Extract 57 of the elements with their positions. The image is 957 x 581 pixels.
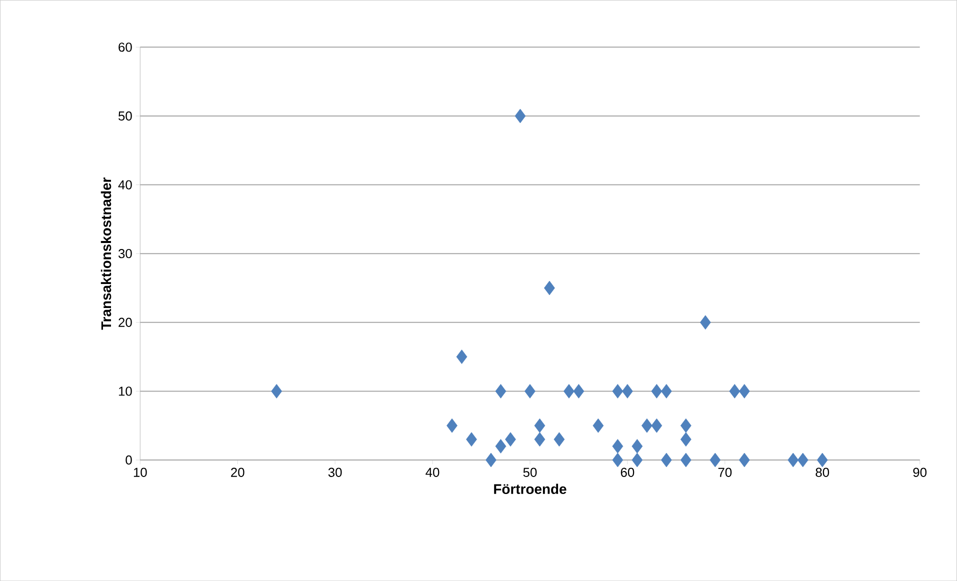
point <box>612 438 624 454</box>
point <box>446 418 458 433</box>
x-tick-label: 70 <box>718 468 732 477</box>
point <box>592 418 604 433</box>
point <box>271 384 282 398</box>
point <box>700 315 711 330</box>
x-tick-label: 50 <box>523 468 537 477</box>
point <box>788 452 799 468</box>
point <box>612 452 624 468</box>
point <box>622 384 633 398</box>
point <box>524 384 536 398</box>
point <box>710 452 721 468</box>
y-tick-label: 20 <box>118 318 132 327</box>
x-tick-label: 10 <box>134 468 147 477</box>
point <box>486 452 496 468</box>
point <box>632 438 643 454</box>
point <box>651 418 662 433</box>
point <box>651 384 662 398</box>
y-tick-label: 0 <box>126 455 132 465</box>
x-tick-label: 20 <box>231 468 244 477</box>
point <box>554 432 565 446</box>
x-tick-label: 30 <box>328 468 342 477</box>
x-tick-label: 90 <box>913 468 927 477</box>
x-tick-label: 80 <box>816 468 830 477</box>
y-tick-label: 30 <box>118 248 132 258</box>
y-axis-title: Transaktionskostnader <box>100 177 112 330</box>
point <box>816 452 828 468</box>
point <box>729 384 740 398</box>
y-tick-label: 40 <box>118 180 132 190</box>
point <box>738 384 750 398</box>
point <box>573 384 584 398</box>
point <box>680 432 692 446</box>
x-tick-label: 40 <box>426 468 440 477</box>
x-tick-label: 60 <box>620 468 634 477</box>
point <box>797 452 808 468</box>
point <box>612 384 624 398</box>
point <box>456 350 468 364</box>
x-axis-title: Förtroende <box>494 484 566 494</box>
point <box>534 418 546 433</box>
point <box>680 452 692 468</box>
point <box>660 452 672 468</box>
point <box>632 452 643 468</box>
y-tick-label: 60 <box>118 42 132 52</box>
point <box>534 432 546 446</box>
point <box>495 384 506 398</box>
point <box>544 280 555 296</box>
point <box>680 418 692 433</box>
point <box>641 418 652 433</box>
point <box>660 384 672 398</box>
point <box>505 432 516 446</box>
point <box>738 452 750 468</box>
point <box>495 438 506 454</box>
y-tick-label: 10 <box>118 386 132 396</box>
point <box>514 108 526 124</box>
point <box>564 384 574 398</box>
point <box>466 432 477 446</box>
y-tick-label: 50 <box>118 111 132 120</box>
